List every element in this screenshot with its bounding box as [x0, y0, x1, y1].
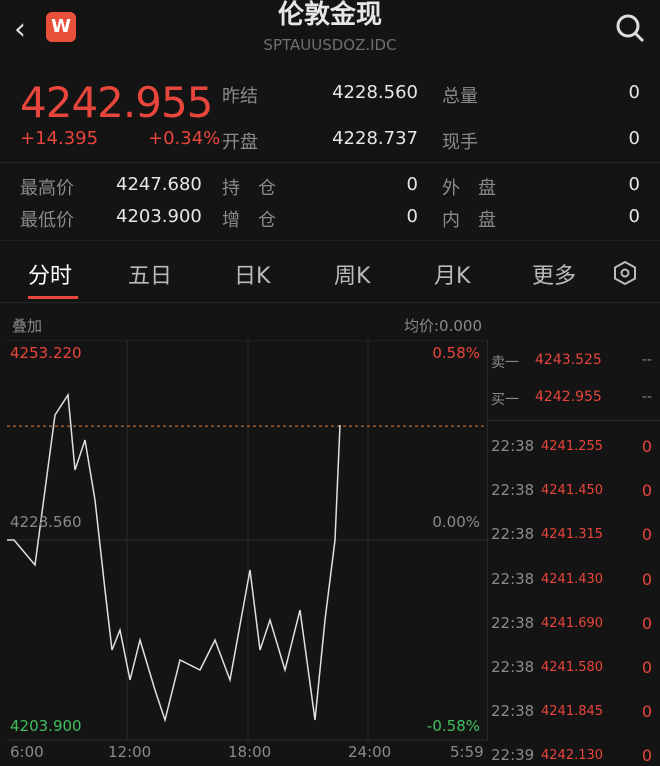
tab-weekly-k[interactable]: 周K	[334, 264, 371, 289]
divider	[487, 340, 488, 740]
inner-label: 内 盘	[442, 210, 496, 231]
ask1-label: 卖一	[491, 355, 519, 371]
tick-volume: 0	[641, 658, 652, 677]
tick-price: 4241.845	[541, 704, 604, 720]
tick-time: 22:38	[491, 569, 535, 588]
tick-time: 22:38	[491, 613, 535, 632]
low-label: 最低价	[20, 210, 74, 231]
y-label-bottom: 4203.900	[10, 717, 82, 735]
price-change: +14.395	[20, 128, 99, 149]
tick-volume: 0	[641, 481, 652, 501]
tick-volume: 0	[641, 613, 652, 633]
avg-price: 均价:0.000	[404, 317, 482, 335]
pct-label-bottom: -0.58%	[426, 717, 480, 735]
inner: 0	[628, 206, 640, 227]
x-label: 6:00	[10, 743, 44, 761]
search-icon[interactable]	[614, 12, 646, 48]
pct-label-mid: 0.00%	[432, 513, 480, 531]
tab-five-day[interactable]: 五日	[128, 264, 173, 289]
open-label: 开盘	[222, 132, 258, 153]
last-price: 4242.955	[20, 78, 213, 127]
outer-label: 外 盘	[442, 178, 496, 199]
divider	[488, 420, 660, 421]
tick-time: 22:38	[491, 481, 535, 500]
divider	[0, 240, 660, 241]
tab-intraday[interactable]: 分时	[28, 264, 73, 289]
intraday-chart[interactable]	[0, 340, 488, 766]
active-tab-indicator	[28, 296, 78, 299]
tick-time: 22:39	[491, 746, 535, 765]
tick-price: 4241.690	[541, 615, 604, 631]
tick-volume: 0	[641, 569, 652, 589]
tick-price: 4241.430	[541, 571, 604, 587]
tick-volume: 0	[641, 702, 652, 722]
price-change-pct: +0.34%	[148, 128, 221, 149]
tab-daily-k[interactable]: 日K	[234, 264, 271, 289]
prev-settle-label: 昨结	[222, 86, 258, 107]
y-label-top: 4253.220	[10, 344, 82, 362]
settings-hexagon-icon[interactable]	[612, 260, 638, 290]
cur-vol-label: 现手	[442, 132, 478, 153]
low-price: 4203.900	[116, 206, 202, 227]
divider	[0, 162, 660, 163]
total-vol-label: 总量	[442, 86, 478, 107]
divider	[0, 302, 660, 303]
add-pos: 0	[406, 206, 418, 227]
tick-time: 22:38	[491, 702, 535, 721]
page-title: 伦敦金现	[277, 0, 382, 30]
x-label: 24:00	[348, 743, 392, 761]
total-vol: 0	[628, 82, 640, 103]
position: 0	[406, 174, 418, 195]
high-label: 最高价	[20, 178, 74, 199]
symbol-code: SPTAUUSDOZ.IDC	[263, 36, 397, 54]
tick-price: 4241.315	[541, 527, 604, 543]
app-logo: W	[46, 12, 76, 42]
bid1-label: 买一	[491, 392, 519, 408]
tick-price: 4241.580	[541, 660, 604, 675]
x-label: 5:59	[450, 743, 484, 761]
high-price: 4247.680	[116, 174, 202, 195]
price-line	[7, 392, 341, 723]
tick-price: 4242.130	[541, 748, 604, 764]
bid1-vol: --	[641, 389, 652, 405]
outer: 0	[628, 174, 640, 195]
prev-settle: 4228.560	[332, 82, 418, 103]
tick-price: 4241.255	[541, 439, 604, 454]
tick-price: 4241.450	[541, 483, 604, 499]
tab-monthly-k[interactable]: 月K	[434, 264, 471, 289]
tick-volume: 0	[641, 746, 652, 766]
tick-volume: 0	[641, 437, 652, 456]
tick-time: 22:38	[491, 437, 535, 455]
bid1-price: 4242.955	[535, 389, 602, 405]
tick-volume: 0	[641, 525, 652, 545]
ask1-vol: --	[641, 352, 652, 368]
add-pos-label: 增 仓	[222, 210, 276, 231]
ask1-price: 4243.525	[535, 352, 602, 368]
y-label-mid: 4228.560	[10, 513, 82, 531]
tab-more[interactable]: 更多	[532, 264, 577, 289]
position-label: 持 仓	[222, 178, 276, 199]
x-label: 18:00	[228, 743, 272, 761]
x-label: 12:00	[108, 743, 152, 761]
overlay-button[interactable]: 叠加	[12, 317, 43, 335]
back-chevron-left-icon[interactable]: ‹	[14, 12, 26, 47]
open-price: 4228.737	[332, 128, 418, 149]
cur-vol: 0	[628, 128, 640, 149]
tick-time: 22:38	[491, 658, 535, 676]
tick-time: 22:38	[491, 525, 535, 544]
pct-label-top: 0.58%	[432, 344, 480, 362]
